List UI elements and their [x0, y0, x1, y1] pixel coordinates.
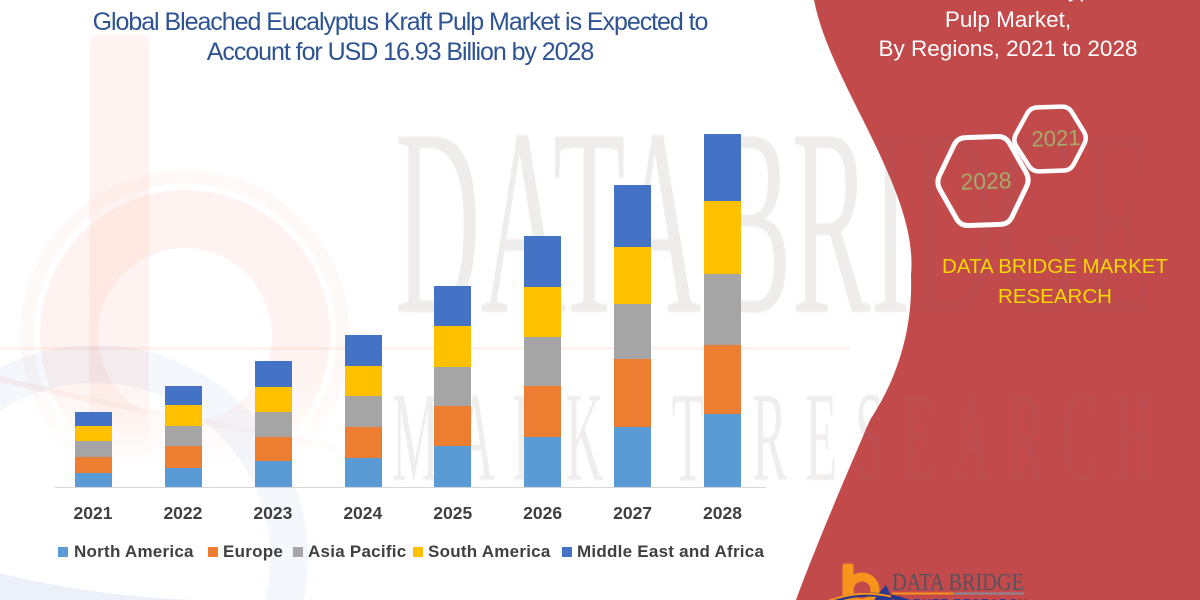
svg-text:DATA BRIDGE: DATA BRIDGE	[892, 570, 1024, 596]
svg-text:MARKET RESEARCH: MARKET RESEARCH	[893, 597, 1028, 600]
svg-text:2021: 2021	[1031, 125, 1081, 152]
svg-text:2028: 2028	[960, 167, 1012, 195]
